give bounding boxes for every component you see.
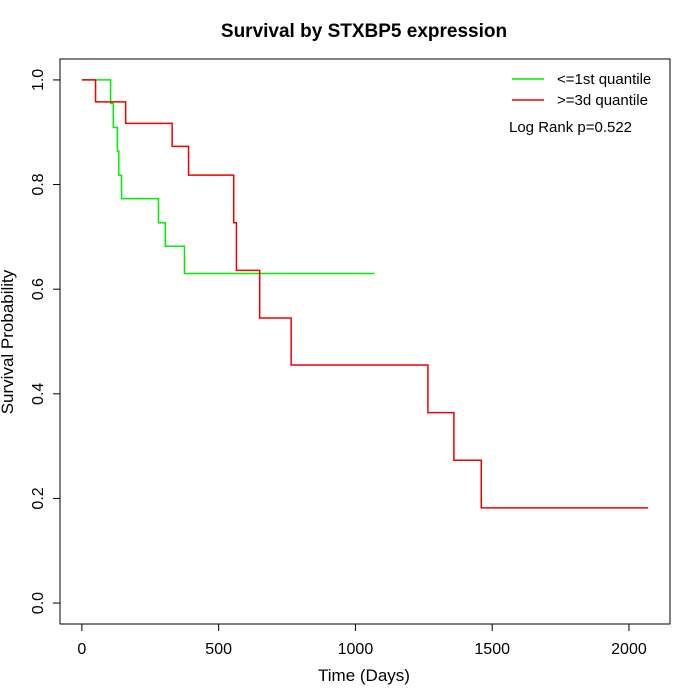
log-rank-annotation: Log Rank p=0.522: [509, 119, 632, 136]
y-axis-label: Survival Probability: [0, 269, 17, 414]
y-tick-label: 0.2: [30, 487, 47, 509]
x-tick-label: 1000: [338, 641, 374, 658]
legend: <=1st quantile >=3d quantile: [512, 71, 651, 109]
plot-frame: [59, 58, 671, 625]
y-axis: 0.0 0.2 0.4 0.6 0.8 1.0: [30, 69, 61, 614]
y-tick-label: 0.8: [30, 173, 47, 195]
x-tick-label: 2000: [611, 641, 647, 658]
legend-label-2: >=3d quantile: [557, 92, 648, 109]
x-tick-label: 500: [205, 641, 232, 658]
plot-area: [59, 58, 671, 625]
legend-label-1: <=1st quantile: [557, 71, 651, 88]
y-tick-label: 0.0: [30, 592, 47, 614]
x-axis-label: Time (Days): [318, 666, 410, 685]
series-line-2: [81, 79, 649, 509]
y-tick-label: 0.6: [30, 278, 47, 300]
y-tick-label: 1.0: [30, 69, 47, 91]
series-lines: [81, 79, 649, 509]
chart-title: Survival by STXBP5 expression: [221, 21, 507, 42]
y-tick-label: 0.4: [30, 383, 47, 405]
x-tick-label: 1500: [474, 641, 510, 658]
series-line-1: [81, 79, 375, 275]
x-tick-label: 0: [77, 641, 86, 658]
x-axis: 0 500 1000 1500 2000: [77, 623, 647, 658]
